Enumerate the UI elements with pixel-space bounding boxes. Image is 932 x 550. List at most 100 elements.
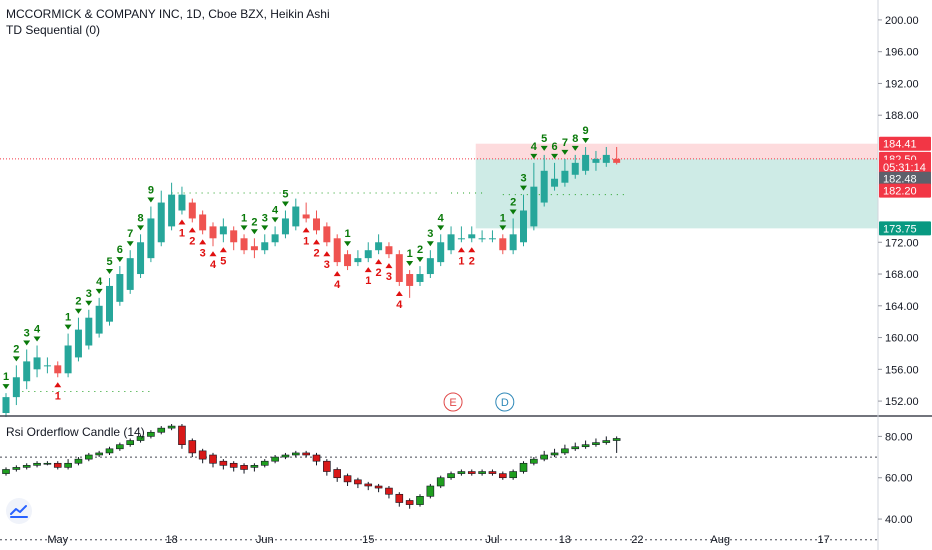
price-candle-body [219,226,227,235]
price-candle-body [333,238,341,263]
price-candle-body [551,178,559,187]
rsi-axis-label: 80.00 [885,431,913,443]
td-sell-count: 2 [75,296,81,308]
rsi-candle-body [612,438,621,441]
rsi-indicator-title[interactable]: Rsi Orderflow Candle (14) [6,425,145,439]
rsi-candle-body [229,462,238,468]
td-sell-count: 5 [106,256,112,268]
td-sell-count: 6 [117,244,123,256]
rsi-candle-body [385,487,393,495]
td-buy-count: 3 [200,247,206,259]
td-sell-count: 2 [251,216,257,228]
td-buy-arrow [395,290,403,296]
td-sell-arrow [406,261,414,267]
rsi-candle-body [540,454,549,460]
td-buy-arrow [323,251,331,257]
rsi-candle-body [271,456,279,462]
td-sell-count: 3 [520,173,526,185]
rsi-candle-body [333,469,342,479]
rsi-axis-label: 60.00 [885,473,913,485]
time-axis-label: 13 [559,534,571,546]
rsi-candle-body [561,448,569,454]
price-candle-body [126,258,134,290]
price-badge-text: 182.48 [883,174,917,186]
td-sell-count: 4 [96,276,103,288]
td-buy-count: 3 [324,259,330,271]
rsi-candle-body [74,458,83,464]
price-candle-body [116,274,124,302]
td-buy-arrow [313,239,320,245]
time-axis-label: Jun [256,534,274,546]
tradingview-logo[interactable] [6,498,32,524]
rsi-candle-body [116,444,124,450]
rsi-candle-body [581,444,590,448]
td-buy-count: 2 [189,235,195,247]
price-badge-text: 182.20 [883,186,917,198]
rsi-candle-body [302,452,310,456]
td-sell-arrow [240,225,248,231]
td-sell-arrow [561,149,569,155]
td-sell-count: 1 [3,371,9,383]
price-candle-body [23,361,31,382]
symbol-title[interactable]: MCCORMICK & COMPANY INC, 1D, Cboe BZX, H… [6,7,330,21]
td-sell-arrow [2,384,10,390]
rsi-candle-body [447,473,455,479]
td-buy-arrow [199,239,207,245]
td-buy-count: 4 [210,259,217,271]
price-candle-body [54,365,62,374]
rsi-candle-body [167,425,176,429]
td-sell-arrow [250,229,258,235]
price-candle-body [261,242,269,251]
time-axis-label: 18 [165,534,177,546]
td-sell-arrow [530,153,538,159]
td-buy-count: 4 [334,279,341,291]
price-candle-body [43,365,51,367]
price-candle-body [488,238,496,240]
rsi-candle-body [550,452,559,456]
price-axis-label: 188.00 [885,110,919,122]
price-candle-body [188,202,196,219]
price-candle-body [344,254,352,267]
rsi-candle-body [188,440,197,454]
rsi-candle-body [530,458,538,464]
td-sell-arrow [416,257,424,263]
price-candle-body [385,246,393,255]
price-badge-text: 173.75 [883,223,917,235]
td-buy-arrow [188,227,196,233]
price-candle-body [209,226,217,239]
rsi-candle-body [374,485,383,489]
indicator-title[interactable]: TD Sequential (0) [6,23,101,37]
td-sell-arrow [137,225,145,231]
price-badge [879,136,931,151]
td-sell-arrow [261,225,269,231]
price-candle-body [602,154,610,163]
rsi-candle-body [250,465,259,468]
td-sell-arrow [499,225,507,231]
rsi-candle-body [260,460,269,466]
td-sell-count: 8 [137,212,143,224]
price-candle-body [178,194,186,211]
rsi-candle-body [498,473,507,479]
price-candle-body [457,238,465,240]
price-candle-body [416,274,424,282]
rsi-candle-body [519,462,528,472]
price-candle-body [571,162,579,175]
price-candle-body [230,230,238,243]
td-buy-arrow [468,247,476,253]
td-sell-arrow [95,288,103,294]
td-sell-count: 4 [34,324,41,336]
td-buy-count: 1 [365,275,371,287]
td-buy-count: 2 [313,247,319,259]
td-buy-count: 1 [179,227,185,239]
price-badge [879,159,931,174]
td-sell-count: 9 [583,125,589,137]
td-buy-arrow [375,259,383,265]
td-sell-arrow [281,201,289,207]
td-sell-count: 4 [272,204,279,216]
main-legend: MCCORMICK & COMPANY INC, 1D, Cboe BZX, H… [6,6,330,38]
td-sell-count: 1 [65,312,71,324]
td-buy-count: 4 [396,299,403,311]
